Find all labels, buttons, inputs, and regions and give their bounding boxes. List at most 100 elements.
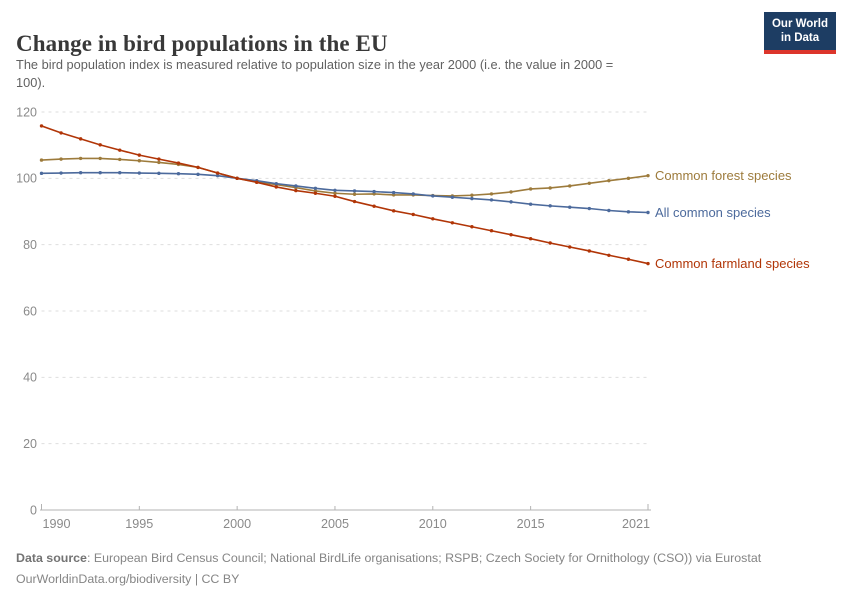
owid-logo[interactable]: Our World in Data (763, 12, 836, 54)
data-point-common-farmland-species-2019[interactable] (607, 253, 611, 257)
x-tick-label-2010: 2010 (419, 517, 447, 531)
series-label-all-common-species[interactable]: All common species (655, 205, 771, 220)
chart-footer: Data source: European Bird Census Counci… (16, 548, 761, 591)
data-point-common-farmland-species-1999[interactable] (215, 171, 220, 175)
data-point-common-farmland-species-2018[interactable] (587, 249, 592, 253)
data-point-all-common-species-1990[interactable] (39, 171, 44, 176)
data-point-common-farmland-species-2011[interactable] (450, 221, 455, 225)
data-point-common-farmland-species-2010[interactable] (431, 217, 435, 221)
data-point-common-forest-species-1991[interactable] (59, 157, 63, 161)
data-point-all-common-species-1994[interactable] (118, 170, 122, 175)
data-point-common-farmland-species-1993[interactable] (98, 143, 102, 147)
series-line-all-common-species[interactable] (40, 171, 649, 214)
data-point-all-common-species-2004[interactable] (313, 186, 318, 190)
data-point-all-common-species-1993[interactable] (98, 170, 102, 175)
data-point-common-farmland-species-1995[interactable] (137, 153, 142, 157)
data-point-common-farmland-species-2009[interactable] (411, 212, 415, 217)
data-point-all-common-species-1998[interactable] (196, 172, 200, 177)
y-tick-label-80: 80 (23, 238, 37, 252)
data-point-common-forest-species-1996[interactable] (157, 160, 161, 165)
data-point-common-forest-species-2020[interactable] (626, 176, 631, 181)
data-point-common-farmland-species-2007[interactable] (372, 204, 376, 208)
data-point-common-farmland-species-2006[interactable] (352, 199, 357, 204)
data-point-all-common-species-1999[interactable] (215, 173, 220, 178)
data-point-all-common-species-1991[interactable] (59, 171, 63, 175)
data-point-common-forest-species-2017[interactable] (568, 184, 572, 188)
data-point-all-common-species-2012[interactable] (470, 196, 474, 201)
data-point-all-common-species-2003[interactable] (294, 184, 298, 188)
data-point-common-forest-species-2005[interactable] (333, 191, 337, 195)
data-point-common-forest-species-2014[interactable] (509, 190, 513, 194)
data-source-text: : European Bird Census Council; National… (86, 551, 762, 565)
data-point-common-farmland-species-2012[interactable] (470, 225, 474, 229)
data-point-common-forest-species-2021[interactable] (646, 173, 650, 178)
data-point-common-farmland-species-2005[interactable] (333, 194, 337, 198)
data-point-common-forest-species-2016[interactable] (548, 186, 552, 190)
data-point-all-common-species-2015[interactable] (528, 202, 533, 206)
y-tick-label-0: 0 (30, 503, 37, 517)
data-point-common-farmland-species-1991[interactable] (59, 131, 63, 135)
data-point-common-farmland-species-1990[interactable] (39, 124, 44, 128)
data-point-common-farmland-species-2021[interactable] (646, 261, 650, 266)
series-label-common-farmland-species[interactable]: Common farmland species (655, 256, 810, 271)
data-point-common-farmland-species-1992[interactable] (78, 137, 83, 141)
data-point-common-farmland-species-2014[interactable] (509, 233, 513, 237)
y-tick-label-100: 100 (16, 172, 37, 186)
data-point-all-common-species-2005[interactable] (333, 188, 337, 192)
data-point-common-forest-species-2018[interactable] (587, 181, 592, 186)
data-point-all-common-species-1997[interactable] (176, 171, 181, 176)
data-point-all-common-species-2013[interactable] (489, 198, 494, 202)
data-point-common-forest-species-1993[interactable] (98, 156, 102, 161)
data-point-all-common-species-2002[interactable] (274, 181, 278, 186)
data-point-common-farmland-species-2017[interactable] (568, 245, 572, 249)
data-point-all-common-species-2017[interactable] (568, 205, 572, 209)
data-point-common-farmland-species-1994[interactable] (118, 148, 122, 152)
data-point-common-forest-species-2006[interactable] (352, 192, 357, 196)
data-point-common-farmland-species-2016[interactable] (548, 241, 552, 245)
data-point-common-farmland-species-2001[interactable] (255, 180, 259, 185)
data-point-all-common-species-2007[interactable] (372, 189, 376, 194)
data-point-common-farmland-species-1996[interactable] (157, 157, 161, 161)
data-point-common-farmland-species-2000[interactable] (235, 176, 239, 181)
chart-subtitle: The bird population index is measured re… (16, 56, 613, 92)
data-point-common-farmland-species-2003[interactable] (294, 188, 298, 193)
data-point-common-farmland-species-2013[interactable] (489, 229, 494, 233)
series-label-common-forest-species[interactable]: Common forest species (655, 168, 792, 183)
data-point-common-forest-species-2015[interactable] (528, 187, 533, 191)
data-point-all-common-species-1992[interactable] (78, 170, 83, 175)
data-point-all-common-species-2016[interactable] (548, 204, 552, 208)
data-point-all-common-species-2014[interactable] (509, 200, 513, 204)
series-line-common-farmland-species[interactable] (40, 125, 649, 265)
data-point-common-forest-species-1992[interactable] (78, 156, 83, 161)
data-point-all-common-species-2006[interactable] (352, 189, 357, 193)
data-point-all-common-species-2011[interactable] (450, 195, 455, 199)
data-point-common-farmland-species-2004[interactable] (313, 191, 318, 195)
data-source-label: Data source (16, 551, 87, 565)
data-point-common-farmland-species-1998[interactable] (196, 165, 200, 170)
data-point-all-common-species-2018[interactable] (587, 206, 592, 211)
data-point-common-forest-species-2012[interactable] (470, 193, 474, 197)
owid-url-link[interactable]: OurWorldinData.org/biodiversity (16, 572, 192, 587)
data-point-common-forest-species-2013[interactable] (489, 192, 494, 196)
data-point-common-farmland-species-2015[interactable] (528, 236, 533, 241)
data-point-all-common-species-1995[interactable] (137, 171, 142, 175)
data-point-common-forest-species-1995[interactable] (137, 159, 142, 163)
data-point-all-common-species-2010[interactable] (431, 194, 435, 198)
series-line-common-forest-species[interactable] (40, 157, 649, 197)
data-point-common-farmland-species-2002[interactable] (274, 185, 278, 189)
data-point-common-forest-species-1990[interactable] (39, 158, 44, 162)
x-tick-label-2015: 2015 (517, 517, 545, 531)
data-point-common-forest-species-2019[interactable] (607, 178, 611, 183)
data-point-all-common-species-2008[interactable] (391, 190, 396, 195)
data-point-all-common-species-2019[interactable] (607, 208, 611, 213)
owid-logo-line2: in Data (780, 32, 820, 45)
data-point-common-farmland-species-1997[interactable] (176, 161, 181, 165)
data-point-all-common-species-2009[interactable] (411, 192, 415, 196)
data-point-all-common-species-2020[interactable] (626, 210, 631, 214)
data-point-common-forest-species-1994[interactable] (118, 157, 122, 162)
data-point-all-common-species-1996[interactable] (157, 171, 161, 176)
data-point-common-farmland-species-2020[interactable] (626, 257, 631, 261)
data-point-common-farmland-species-2008[interactable] (391, 209, 396, 213)
x-tick-label-2021: 2021 (622, 517, 650, 531)
data-point-all-common-species-2021[interactable] (646, 210, 650, 215)
